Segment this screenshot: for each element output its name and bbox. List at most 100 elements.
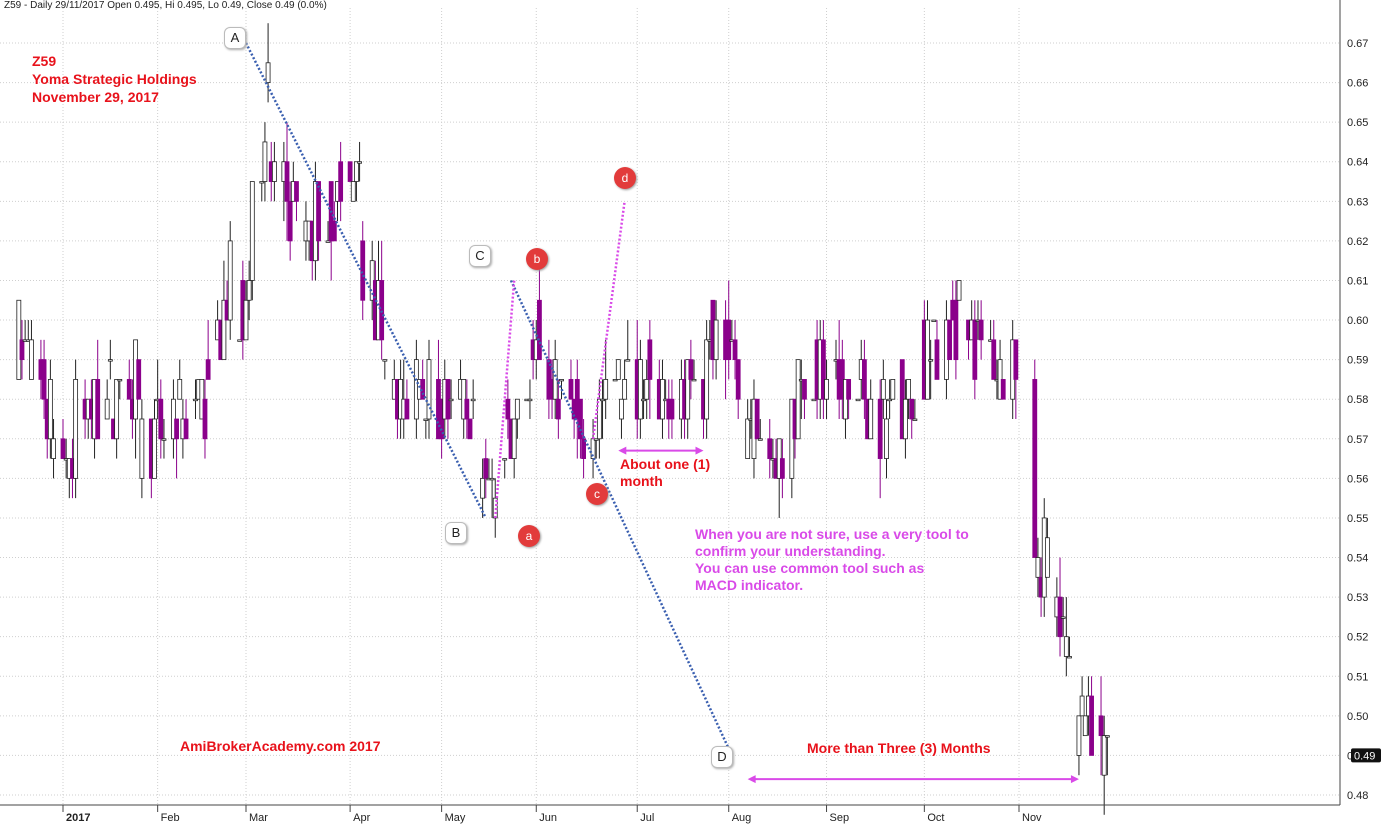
candle-body [1013, 339, 1019, 380]
candle-body [625, 359, 631, 362]
range-arrow-head-right [695, 446, 704, 455]
candle-body [331, 220, 337, 242]
candle-body [294, 181, 299, 202]
candle-body [514, 398, 520, 420]
candle-body [691, 379, 697, 382]
candle-body [404, 398, 410, 420]
candle-body [262, 141, 268, 182]
candle-body [619, 398, 624, 420]
candle-body [779, 458, 785, 479]
candle-body [221, 299, 227, 361]
candle-body [745, 418, 751, 459]
candle-body [1101, 735, 1107, 776]
y-tick-label: 0.56 [1347, 473, 1368, 485]
y-tick-label: 0.59 [1347, 355, 1368, 367]
candle-body [177, 379, 183, 400]
candle-body [647, 339, 653, 380]
candle-body [931, 319, 937, 322]
candle-body [467, 418, 473, 440]
candle-body [1044, 537, 1050, 578]
trend-line-CD [509, 279, 734, 756]
candle-body [568, 379, 574, 400]
candle-body [688, 359, 694, 380]
candle-body [284, 161, 290, 202]
candle-body [1063, 636, 1069, 657]
tip-line2: confirm your understanding. [695, 543, 886, 559]
candle-body [347, 161, 353, 182]
y-tick-label: 0.60 [1347, 315, 1368, 327]
y-tick-label: 0.66 [1347, 78, 1368, 90]
y-tick-label: 0.58 [1347, 394, 1368, 406]
tip-line1: When you are not sure, use a very tool t… [695, 526, 969, 542]
candle-body [934, 339, 940, 380]
tip-line3: You can use common tool such as [695, 560, 925, 576]
company-label: Yoma Strategic Holdings [32, 71, 197, 87]
y-tick-label: 0.65 [1347, 117, 1368, 129]
range-arrow-head-left [618, 446, 627, 455]
candle-body [104, 398, 110, 420]
candle-body [249, 181, 255, 281]
candle-body [593, 438, 599, 441]
candle-body [559, 379, 564, 382]
candle-body [861, 359, 867, 400]
candle-body [612, 379, 618, 382]
candle-body [502, 458, 508, 461]
candle-body [158, 398, 164, 440]
candle-body [470, 398, 476, 402]
x-tick-label: Nov [1022, 812, 1042, 824]
x-tick-label: 2017 [66, 812, 90, 824]
candle-body [114, 379, 120, 440]
y-tick-label: 0.62 [1347, 236, 1368, 248]
y-tick-label: 0.51 [1347, 671, 1368, 683]
candle-body [354, 161, 359, 182]
candle-body [489, 477, 495, 481]
candle-body [824, 379, 829, 400]
candle-body [947, 319, 952, 361]
y-tick-label: 0.53 [1347, 592, 1368, 604]
candle-body [795, 359, 801, 440]
x-tick-label: Oct [927, 812, 944, 824]
candle-body [527, 398, 533, 402]
candle-body [578, 398, 583, 440]
candle-body [357, 161, 362, 164]
candle-body [1089, 695, 1094, 756]
candle-body [287, 200, 293, 242]
tip-note: When you are not sure, use a very tool t… [695, 526, 969, 594]
candle-body [669, 398, 675, 420]
x-tick-label: Jul [640, 812, 654, 824]
one-month-line1: About one (1) [620, 456, 711, 472]
candle-body [1000, 379, 1006, 400]
candle-body [360, 240, 366, 301]
candle-body [483, 458, 489, 479]
candle-body [820, 339, 826, 400]
y-tick-label: 0.48 [1347, 790, 1368, 802]
candle-body [767, 438, 773, 459]
y-tick-label: 0.61 [1347, 275, 1368, 287]
candle-body [903, 398, 908, 440]
candle-body [19, 339, 25, 361]
y-tick-label: 0.57 [1347, 434, 1368, 446]
y-tick-label: 0.63 [1347, 196, 1368, 208]
candle-body [615, 359, 621, 380]
x-tick-label: Jun [539, 812, 557, 824]
last-price-tag [1351, 748, 1381, 763]
candle-body [953, 299, 959, 361]
candle-body [600, 398, 605, 402]
y-tick-label: 0.52 [1347, 632, 1368, 644]
candle-body [271, 161, 277, 182]
candle-body [448, 398, 454, 402]
one-month-line2: month [620, 473, 663, 489]
point-c-upper: C [469, 245, 491, 267]
candle-body [704, 339, 710, 420]
chart-header: Z59 - Daily 29/11/2017 Open 0.495, Hi 0.… [4, 0, 327, 11]
candle-body [1098, 715, 1104, 737]
candle-body [855, 398, 861, 402]
candle-body [29, 339, 34, 380]
grid [0, 8, 1340, 805]
candle-body [338, 161, 344, 202]
candle-body [641, 398, 646, 402]
candle-body [350, 181, 356, 202]
candle-body [259, 181, 265, 184]
candle-body [1035, 557, 1041, 578]
